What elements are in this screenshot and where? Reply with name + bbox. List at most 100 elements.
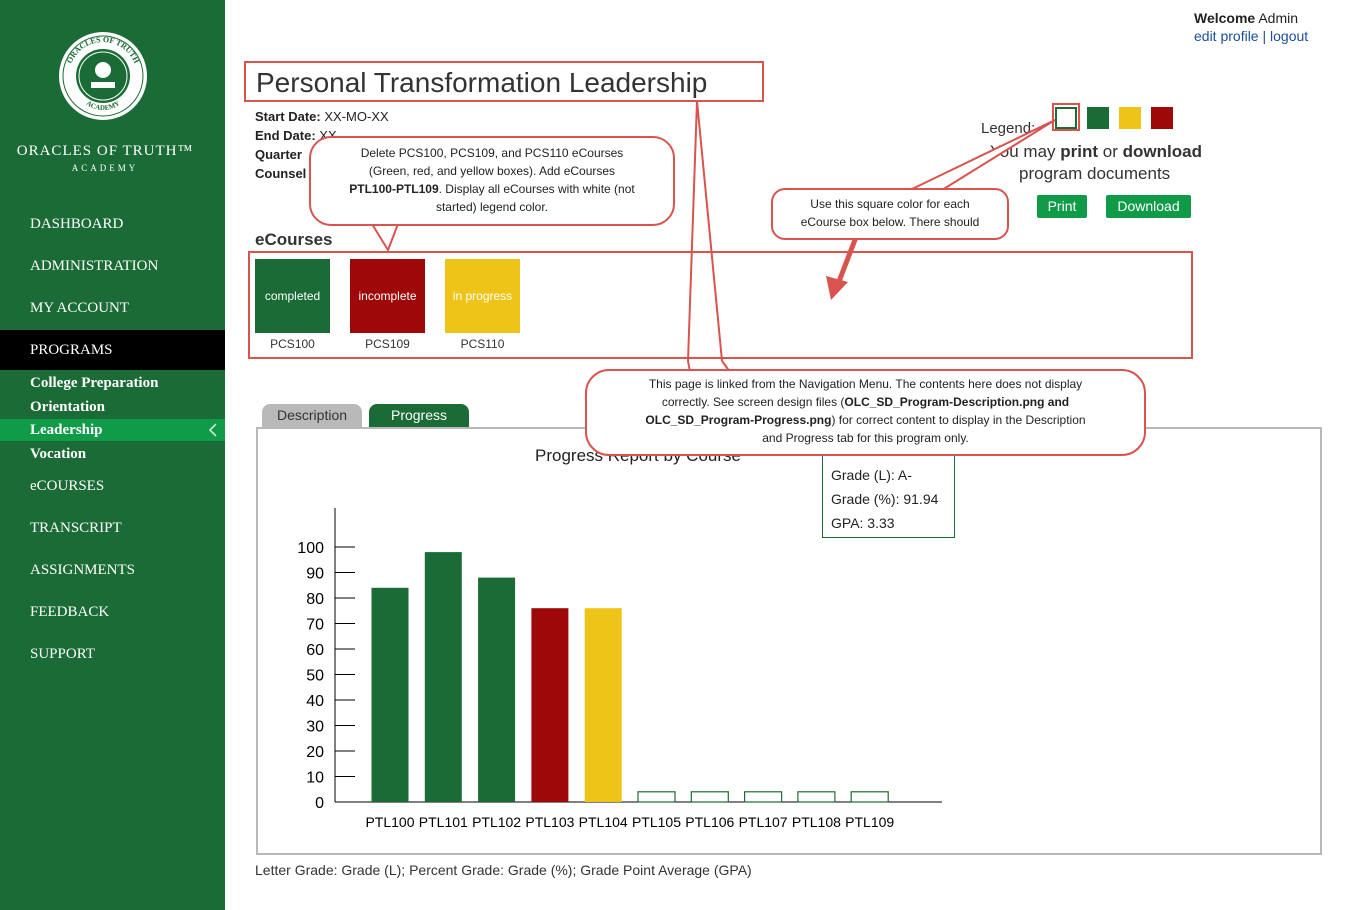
- chart-bar: [637, 791, 676, 803]
- welcome-message: Welcome Admin: [1194, 10, 1298, 26]
- y-tick-label: 10: [306, 770, 324, 787]
- legend-completed-swatch: [1087, 107, 1109, 129]
- x-tick-label: PTL108: [792, 814, 841, 830]
- download-button[interactable]: Download: [1106, 195, 1191, 218]
- x-tick-label: PTL100: [365, 814, 414, 830]
- x-tick-label: PTL101: [419, 814, 468, 830]
- callout-line: correctly. See screen design files (OLC_…: [617, 393, 1114, 411]
- y-tick-label: 50: [306, 668, 324, 685]
- legend-annotation-highlight: [1052, 103, 1080, 131]
- chart-bar: [744, 791, 783, 803]
- start-date-value: XX-MO-XX: [324, 109, 389, 124]
- callout-line: (Green, red, and yellow boxes). Add eCou…: [368, 164, 616, 178]
- ecourse-tile-in-progress[interactable]: in progress: [445, 259, 520, 333]
- chart-bar: [850, 791, 889, 803]
- chart-bar: [478, 577, 516, 802]
- nav-sub-leadership-label: Leadership: [30, 422, 103, 438]
- ecourses-heading: eCourses: [255, 230, 333, 249]
- legend-label: Legend:: [981, 120, 1036, 137]
- callout-bold: PTL100-PTL109: [349, 182, 439, 196]
- ecourse-tile-incomplete[interactable]: incomplete: [350, 259, 425, 333]
- nav-assignments[interactable]: ASSIGNMENTS: [30, 562, 136, 578]
- callout-line: Use this square color for each: [810, 197, 970, 211]
- x-tick-label: PTL102: [472, 814, 521, 830]
- x-tick-label: PTL104: [579, 814, 628, 830]
- quarter: Quarter: [255, 147, 302, 162]
- brand-subtitle: ACADEMY: [71, 163, 139, 173]
- link-separator: |: [1262, 28, 1267, 44]
- callout-line: eCourse box below. There should: [800, 215, 980, 229]
- nav-administration[interactable]: ADMINISTRATION: [30, 258, 159, 274]
- y-tick-label: 90: [306, 566, 324, 583]
- nav-sub-leadership[interactable]: Leadership: [0, 419, 225, 441]
- account-links: edit profile | logout: [1194, 28, 1308, 44]
- chart-bar: [797, 791, 836, 803]
- annotation-callout-navigation: This page is linked from the Navigation …: [585, 369, 1146, 456]
- nav-sub-vocation[interactable]: Vocation: [30, 446, 87, 462]
- x-tick-label: PTL103: [525, 814, 574, 830]
- x-tick-label: PTL109: [845, 814, 894, 830]
- nav-dashboard[interactable]: DASHBOARD: [30, 216, 124, 232]
- nav-sub-college-preparation[interactable]: College Preparation: [30, 375, 159, 391]
- nav-transcript[interactable]: TRANSCRIPT: [30, 520, 122, 536]
- grade-summary-box: Grade (L): A- Grade (%): 91.94 GPA: 3.33: [822, 452, 955, 538]
- quarter-label: Quarter: [255, 147, 302, 162]
- chart-bar: [690, 791, 729, 803]
- legend-incomplete-swatch: [1151, 107, 1173, 129]
- nav-sub-orientation[interactable]: Orientation: [30, 399, 105, 415]
- sidebar: ORACLES OF TRUTH ACADEMY ORACLES OF TRUT…: [0, 0, 225, 910]
- academy-logo: ORACLES OF TRUTH ACADEMY: [59, 32, 147, 120]
- x-tick-label: PTL106: [685, 814, 734, 830]
- end-date-label: End Date:: [255, 128, 316, 143]
- edit-profile-link[interactable]: edit profile: [1194, 28, 1259, 44]
- chart-bar: [531, 608, 569, 802]
- nav-programs[interactable]: PROGRAMS: [0, 330, 225, 370]
- grade-legend-footnote: Letter Grade: Grade (L); Percent Grade: …: [255, 862, 752, 878]
- y-tick-label: 40: [306, 693, 324, 710]
- nav-my-account[interactable]: MY ACCOUNT: [30, 300, 130, 316]
- y-tick-label: 20: [306, 744, 324, 761]
- progress-bar-chart: 0 10 20 30 40 50 60 70 80 90 100 PTL100 PTL101 PTL102…: [297, 508, 942, 830]
- nav-ecourses[interactable]: eCOURSES: [30, 478, 105, 494]
- y-tick-label: 80: [306, 591, 324, 608]
- nav-feedback[interactable]: FEEDBACK: [30, 604, 110, 620]
- grade-gpa: GPA: 3.33: [831, 515, 895, 531]
- counselor-label: Counsel: [255, 166, 307, 181]
- callout-line: PTL100-PTL109. Display all eCourses with…: [331, 180, 653, 198]
- svg-text:ACADEMY: ACADEMY: [85, 99, 121, 112]
- nav-support[interactable]: SUPPORT: [30, 646, 95, 662]
- callout-bold: OLC_SD_Program-Progress.png: [645, 413, 832, 427]
- download-word: download: [1122, 142, 1202, 161]
- tab-description[interactable]: Description: [262, 404, 362, 427]
- print-prefix: You may: [990, 142, 1056, 161]
- callout-line: Delete PCS100, PCS109, and PCS110 eCours…: [360, 146, 624, 160]
- tab-progress[interactable]: Progress: [369, 404, 469, 427]
- annotation-callout-legend: Use this square color for each eCourse b…: [771, 188, 1009, 240]
- grade-letter: Grade (L): A-: [831, 467, 912, 483]
- legend-in-progress-swatch: [1119, 107, 1141, 129]
- annotation-callout-ecourses: Delete PCS100, PCS109, and PCS110 eCours…: [309, 136, 675, 226]
- y-tick-label: 0: [315, 795, 324, 812]
- y-tick-label: 70: [306, 617, 324, 634]
- logout-link[interactable]: logout: [1270, 28, 1309, 44]
- callout-line: This page is linked from the Navigation …: [648, 377, 1083, 391]
- start-date-label: Start Date:: [255, 109, 321, 124]
- user-name: Admin: [1258, 10, 1299, 26]
- callout-line: and Progress tab for this program only.: [762, 431, 969, 445]
- x-tick-label: PTL105: [632, 814, 681, 830]
- ecourse-code: PCS110: [460, 337, 505, 351]
- start-date: Start Date: XX-MO-XX: [255, 109, 389, 124]
- print-word: print: [1060, 142, 1099, 161]
- ecourse-tile-completed[interactable]: completed: [255, 259, 330, 333]
- page-title-annotation-box: Personal Transformation Leadership: [244, 61, 764, 102]
- print-button[interactable]: Print: [1037, 195, 1087, 218]
- counselor: Counsel: [255, 166, 306, 181]
- chart-bar: [424, 552, 462, 802]
- ecourse-code: PCS109: [365, 337, 410, 351]
- print-instructions: You may print or download: [990, 142, 1202, 162]
- x-tick-label: PTL107: [739, 814, 788, 830]
- callout-bold: OLC_SD_Program-Description.png and: [844, 395, 1070, 409]
- callout-pointer: [370, 223, 400, 253]
- callout-text: ) for correct content to display in the …: [831, 413, 1086, 427]
- callout-text: . Display all eCourses with white (not: [438, 182, 635, 196]
